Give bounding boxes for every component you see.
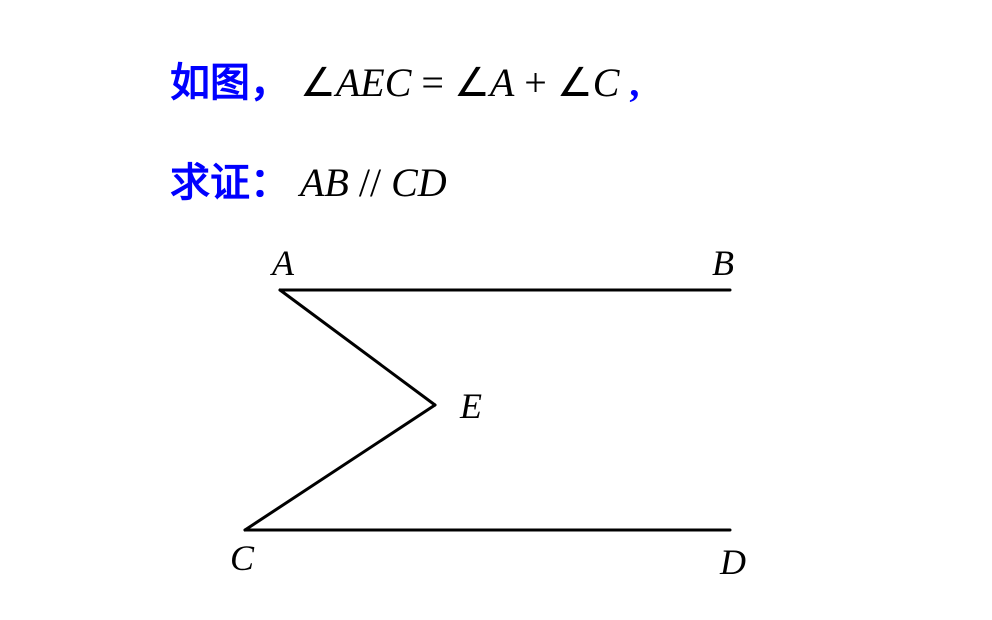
angle-symbol-2: ∠ bbox=[454, 60, 490, 105]
angle-symbol: ∠ bbox=[300, 60, 336, 105]
var-aec: AEC bbox=[336, 60, 412, 105]
point-label-B: B bbox=[712, 243, 734, 283]
point-label-D: D bbox=[719, 542, 746, 582]
var-a: A bbox=[490, 60, 514, 105]
segment-EC bbox=[245, 405, 435, 530]
var-cd: CD bbox=[391, 160, 447, 205]
segment-AE bbox=[280, 290, 435, 405]
parallel-symbol: // bbox=[349, 160, 391, 205]
var-c: C bbox=[593, 60, 620, 105]
prove-prefix: 求证： bbox=[170, 160, 290, 205]
point-label-E: E bbox=[459, 386, 482, 426]
problem-statement-line1: 如图， ∠AEC = ∠A + ∠C , bbox=[170, 50, 639, 108]
point-label-C: C bbox=[230, 538, 255, 578]
page-container: { "text": { "line1_prefix": "如图，", "line… bbox=[0, 0, 992, 620]
problem-statement-line2: 求证： AB // CD bbox=[170, 150, 447, 208]
expr-aec: ∠AEC = ∠A + ∠C bbox=[300, 60, 629, 105]
angle-symbol-3: ∠ bbox=[557, 60, 593, 105]
plus-sign: + bbox=[514, 60, 557, 105]
given-prefix: 如图， bbox=[170, 60, 290, 105]
var-ab: AB bbox=[300, 160, 349, 205]
geometry-diagram: A B E C D bbox=[200, 230, 800, 610]
point-label-A: A bbox=[270, 243, 295, 283]
equals-sign: = bbox=[411, 60, 454, 105]
comma: , bbox=[629, 60, 639, 105]
expr-parallel: AB // CD bbox=[300, 160, 447, 205]
